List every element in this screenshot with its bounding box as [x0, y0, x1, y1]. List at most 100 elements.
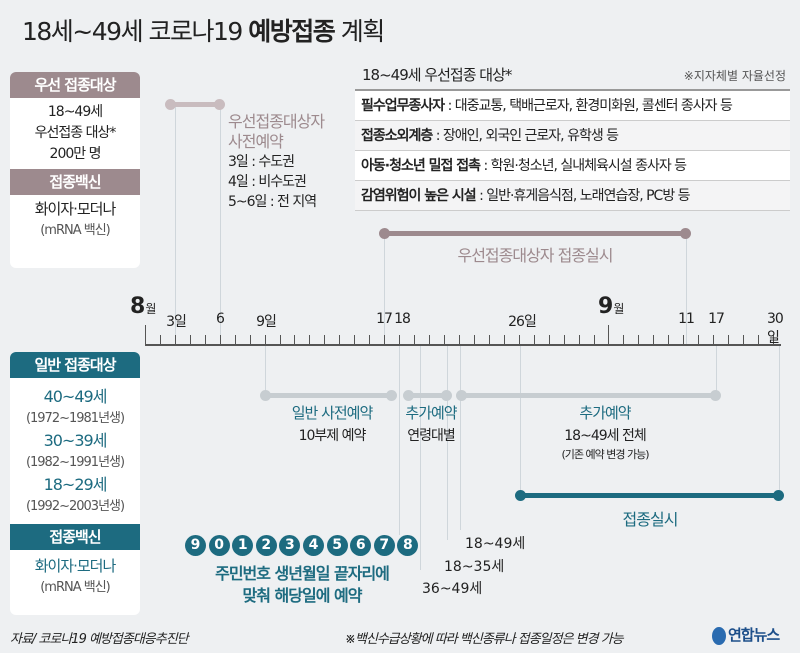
digit-circle: 7 — [373, 535, 395, 556]
axis-tick — [728, 335, 729, 345]
vaccine-header: 접종백신 — [10, 524, 140, 550]
axis-tick — [623, 335, 624, 345]
axis-tick — [384, 335, 385, 345]
age-group: 30~39세 — [43, 431, 108, 450]
axis-tick — [250, 335, 251, 345]
general-target-panel: 일반 접종대상 40~49세 (1972~1981년생) 30~39세 (198… — [10, 352, 140, 615]
general-reservation-title: 일반 사전예약 — [291, 404, 374, 422]
axis-tick — [474, 335, 475, 345]
axis-tick — [280, 335, 281, 345]
pre-reservation-bar — [165, 99, 225, 110]
page-title: 18세~49세 코로나19 예방접종 계획 — [22, 17, 385, 46]
age-range-label: 18~35세 — [444, 559, 505, 575]
axis-tick — [414, 335, 415, 345]
axis-tick — [519, 335, 520, 345]
priority-vaccination-label: 우선접종대상자 접종실시 — [457, 246, 613, 265]
axis-tick — [638, 335, 639, 345]
axis-tick — [190, 335, 191, 345]
axis-tick — [175, 335, 176, 345]
vaccine-name: 화이자·모더나 — [34, 200, 117, 218]
digit-circle: 5 — [326, 535, 348, 556]
table-row: 접종소외계층 : 장애인, 외국인 근로자, 유학생 등 — [355, 121, 790, 151]
axis-tick — [324, 335, 325, 345]
vaccine-type: (mRNA 백신) — [40, 223, 111, 238]
axis-tick — [773, 335, 774, 345]
axis-tick — [339, 335, 340, 345]
digit-note: 주민번호 생년월일 끝자리에 맞춰 해당일에 예약 — [215, 564, 390, 605]
digit-circle: 2 — [255, 535, 277, 556]
tick-label: 9일 — [256, 314, 277, 330]
axis-tick — [309, 335, 310, 345]
tick-label: 6 — [216, 311, 225, 327]
axis-tick — [220, 335, 221, 345]
axis-tick — [429, 335, 430, 345]
digit-circle: 3 — [279, 535, 301, 556]
axis-tick — [504, 335, 505, 345]
age-group: 18~29세 — [43, 475, 108, 494]
table-row: 필수업무종사자 : 대중교통, 택배근로자, 환경미화원, 콜센터 종사자 등 — [355, 91, 790, 121]
panel-header: 일반 접종대상 — [10, 352, 140, 378]
axis-tick — [160, 335, 161, 345]
pre-reservation-title: 우선접종대상자 사전예약 — [228, 112, 325, 151]
axis-tick — [265, 335, 266, 345]
digit-circle: 8 — [397, 535, 419, 556]
vaccine-header: 접종백신 — [10, 169, 140, 195]
axis-tick — [489, 335, 490, 345]
axis-tick — [698, 335, 699, 345]
priority-table-note: ※지자체별 자율선정 — [683, 69, 786, 83]
panel-header: 우선 접종대상 — [10, 72, 140, 98]
general-reservation-bar — [260, 390, 397, 401]
table-row: 아동·청소년 밀접 접촉 : 학원·청소년, 실내체육시설 종사자 등 — [355, 151, 790, 181]
panel-line: 우선접종 대상* — [34, 125, 117, 141]
logo-icon — [712, 626, 726, 645]
tick-label: 30일 — [767, 311, 784, 346]
axis-tick — [354, 335, 355, 345]
axis-tick — [459, 335, 460, 345]
general-reservation-sub: 10부제 예약 — [298, 428, 367, 444]
axis-tick — [369, 335, 370, 345]
axis-tick — [594, 335, 595, 345]
additional-reservation-sub-2: 18~49세 전체 — [564, 428, 646, 444]
priority-vaccination-bar — [379, 228, 691, 239]
age-group: 40~49세 — [43, 387, 108, 406]
axis-tick — [235, 335, 236, 345]
vaccine-type: (mRNA 백신) — [40, 580, 111, 595]
additional-reservation-bar-2 — [456, 390, 721, 401]
axis-tick — [145, 325, 146, 345]
panel-line: 200만 명 — [49, 146, 102, 162]
axis-tick — [683, 335, 684, 345]
tick-label: 3일 — [166, 314, 187, 330]
axis-tick — [608, 325, 609, 345]
priority-table: 필수업무종사자 : 대중교통, 택배근로자, 환경미화원, 콜센터 종사자 등 … — [355, 89, 790, 211]
axis-tick — [549, 335, 550, 345]
additional-reservation-bar-1 — [403, 390, 452, 401]
additional-reservation-note: (기존 예약 변경 가능) — [561, 448, 649, 461]
age-range-label: 36~49세 — [422, 581, 483, 597]
digit-circle: 0 — [208, 535, 230, 556]
tick-label: 11 — [678, 311, 695, 327]
digit-circle: 9 — [185, 535, 206, 556]
priority-table-title: 18~49세 우선접종 대상* — [362, 66, 512, 84]
additional-reservation-sub: 연령대별 — [407, 428, 456, 444]
disclaimer-note: ※백신수급상황에 따라 백신종류나 접종일정은 변경 가능 — [345, 632, 624, 647]
additional-reservation-title-2: 추가예약 — [579, 404, 631, 422]
axis-tick — [743, 335, 744, 345]
month-label-aug: 8월 — [130, 294, 157, 319]
axis-tick — [579, 335, 580, 345]
additional-reservation-title: 추가예약 — [405, 404, 457, 422]
birth-years: (1992~2003년생) — [25, 499, 125, 514]
yonhap-logo: 연합뉴스 — [712, 624, 780, 645]
axis-tick — [534, 335, 535, 345]
general-vaccination-label: 접종실시 — [622, 510, 679, 529]
general-vaccination-bar — [515, 490, 784, 501]
timeline-axis — [145, 344, 781, 346]
axis-tick — [399, 335, 400, 345]
axis-tick — [668, 335, 669, 345]
axis-tick — [294, 335, 295, 345]
axis-tick — [713, 335, 714, 345]
tick-label: 18 — [394, 311, 411, 327]
digit-circle: 1 — [232, 535, 254, 556]
birth-years: (1982~1991년생) — [25, 455, 125, 470]
table-row: 감염위험이 높은 시설 : 일반·휴게음식점, 노래연습장, PC방 등 — [355, 181, 790, 211]
month-label-sep: 9월 — [598, 294, 625, 319]
